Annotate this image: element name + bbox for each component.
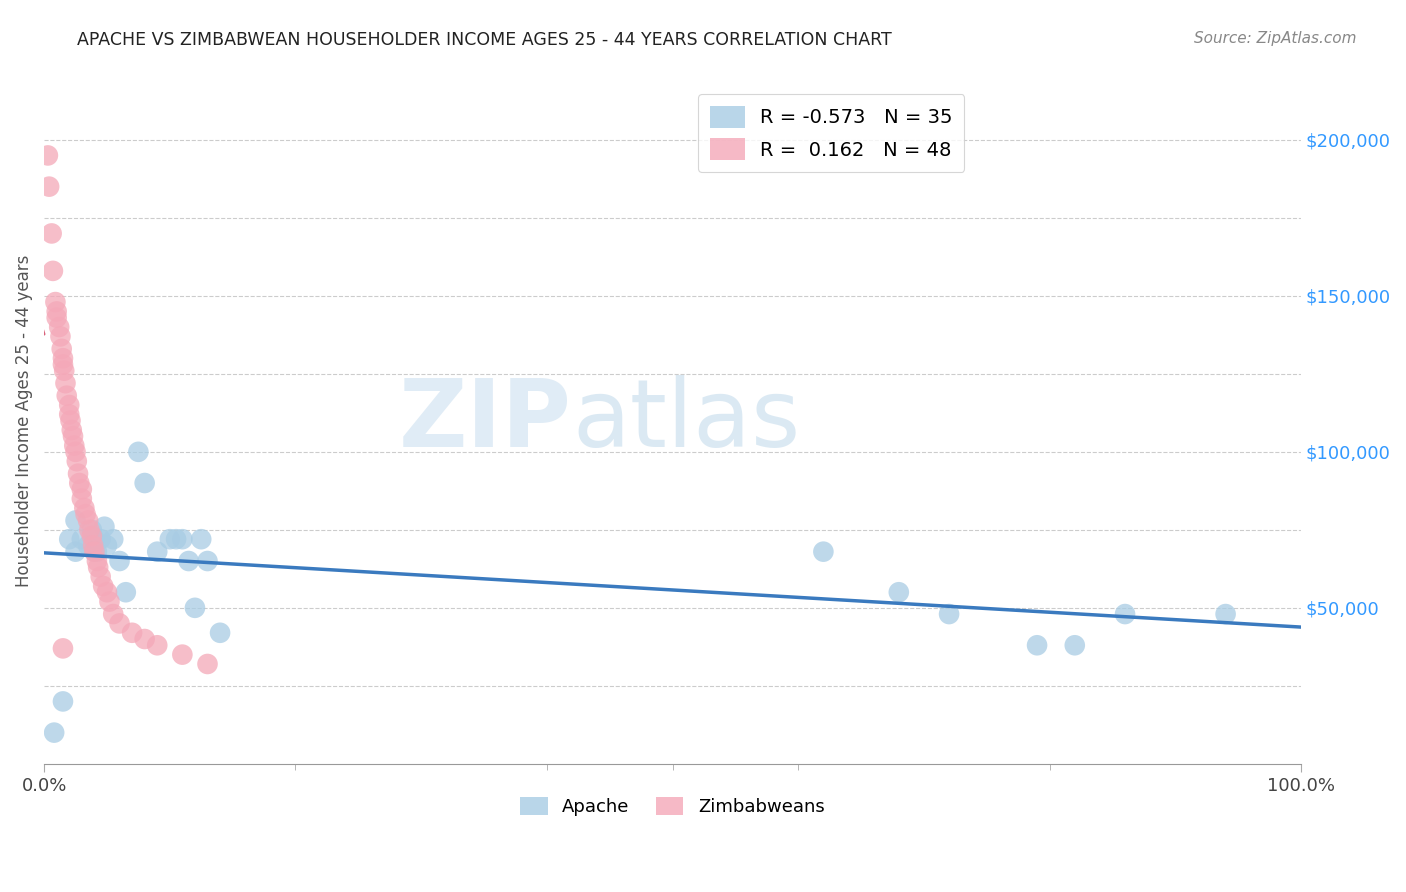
Point bbox=[197, 657, 219, 671]
Point bbox=[42, 264, 65, 278]
Point bbox=[62, 429, 84, 443]
Point bbox=[1026, 638, 1049, 652]
Point bbox=[87, 560, 110, 574]
Point bbox=[1114, 607, 1136, 621]
Point bbox=[73, 500, 96, 515]
Point bbox=[63, 439, 86, 453]
Point bbox=[887, 585, 910, 599]
Point bbox=[75, 507, 97, 521]
Point bbox=[52, 641, 75, 656]
Point bbox=[58, 398, 80, 412]
Point bbox=[159, 532, 181, 546]
Point bbox=[67, 476, 90, 491]
Point bbox=[86, 554, 108, 568]
Point bbox=[134, 476, 156, 491]
Point bbox=[184, 600, 207, 615]
Point bbox=[86, 544, 108, 558]
Point bbox=[77, 513, 100, 527]
Point bbox=[59, 414, 82, 428]
Point bbox=[60, 423, 83, 437]
Point bbox=[121, 625, 143, 640]
Point bbox=[65, 445, 87, 459]
Point bbox=[83, 544, 105, 558]
Point bbox=[80, 523, 103, 537]
Point bbox=[41, 227, 63, 241]
Point bbox=[103, 532, 125, 546]
Point bbox=[48, 320, 70, 334]
Point bbox=[146, 544, 169, 558]
Point bbox=[96, 538, 118, 552]
Point bbox=[177, 554, 200, 568]
Point bbox=[1215, 607, 1237, 621]
Point bbox=[96, 585, 118, 599]
Point bbox=[52, 351, 75, 366]
Point bbox=[90, 532, 112, 546]
Point bbox=[813, 544, 835, 558]
Point bbox=[83, 532, 105, 546]
Point bbox=[67, 467, 90, 481]
Point bbox=[70, 532, 93, 546]
Point bbox=[44, 725, 66, 739]
Point bbox=[70, 491, 93, 506]
Point bbox=[52, 694, 75, 708]
Point bbox=[108, 554, 131, 568]
Point bbox=[58, 408, 80, 422]
Point bbox=[55, 389, 77, 403]
Point bbox=[938, 607, 960, 621]
Point bbox=[51, 342, 73, 356]
Text: APACHE VS ZIMBABWEAN HOUSEHOLDER INCOME AGES 25 - 44 YEARS CORRELATION CHART: APACHE VS ZIMBABWEAN HOUSEHOLDER INCOME … bbox=[77, 31, 891, 49]
Point bbox=[53, 364, 76, 378]
Text: ZIP: ZIP bbox=[399, 375, 572, 467]
Point bbox=[65, 513, 87, 527]
Point bbox=[66, 454, 89, 468]
Point bbox=[172, 648, 194, 662]
Point bbox=[103, 607, 125, 621]
Point bbox=[108, 616, 131, 631]
Point bbox=[172, 532, 194, 546]
Point bbox=[127, 445, 149, 459]
Point bbox=[45, 304, 67, 318]
Text: atlas: atlas bbox=[572, 375, 800, 467]
Point bbox=[165, 532, 187, 546]
Point bbox=[45, 310, 67, 325]
Point bbox=[146, 638, 169, 652]
Point bbox=[37, 148, 59, 162]
Point bbox=[114, 585, 136, 599]
Point bbox=[38, 179, 60, 194]
Point bbox=[91, 579, 114, 593]
Point bbox=[98, 594, 121, 608]
Point bbox=[197, 554, 219, 568]
Point bbox=[82, 538, 104, 552]
Point bbox=[49, 329, 72, 343]
Point bbox=[65, 544, 87, 558]
Point bbox=[79, 523, 101, 537]
Point bbox=[55, 376, 77, 391]
Point bbox=[77, 538, 100, 552]
Point bbox=[134, 632, 156, 646]
Legend: Apache, Zimbabweans: Apache, Zimbabweans bbox=[513, 789, 832, 823]
Point bbox=[93, 519, 115, 533]
Text: Source: ZipAtlas.com: Source: ZipAtlas.com bbox=[1194, 31, 1357, 46]
Point bbox=[70, 483, 93, 497]
Point bbox=[90, 569, 112, 583]
Point bbox=[1063, 638, 1085, 652]
Point bbox=[190, 532, 212, 546]
Point bbox=[52, 358, 75, 372]
Point bbox=[44, 295, 66, 310]
Point bbox=[209, 625, 232, 640]
Point bbox=[58, 532, 80, 546]
Y-axis label: Householder Income Ages 25 - 44 years: Householder Income Ages 25 - 44 years bbox=[15, 254, 32, 587]
Point bbox=[83, 544, 105, 558]
Point bbox=[80, 529, 103, 543]
